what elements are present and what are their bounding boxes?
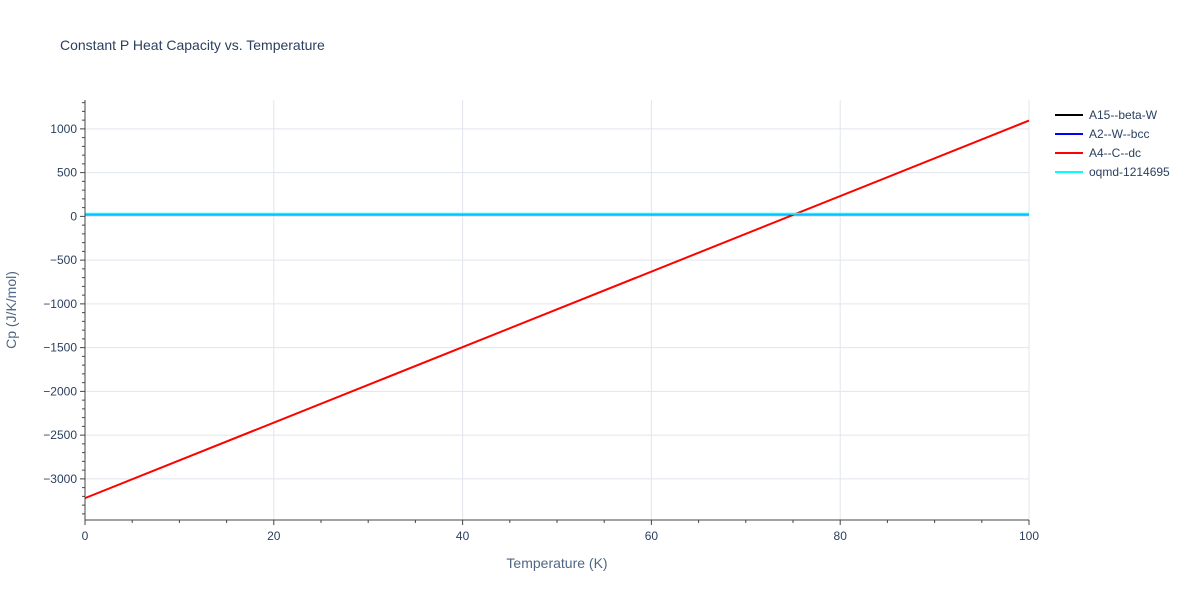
- x-tick-label: 100: [1019, 529, 1039, 543]
- x-axis-title: Temperature (K): [506, 555, 607, 571]
- x-tick-label: 60: [645, 529, 659, 543]
- axes: [80, 100, 1030, 525]
- y-tick-label: 500: [57, 166, 77, 180]
- legend-item[interactable]: A4--C--dc: [1055, 146, 1141, 160]
- legend-label: A15--beta-W: [1089, 108, 1158, 122]
- x-tick-label: 20: [267, 529, 281, 543]
- legend-label: A4--C--dc: [1089, 146, 1141, 160]
- tick-labels: 0 20 40 60 80 100 −3000 −2500 −2000 −1500 −1000 −50…: [43, 122, 1039, 543]
- y-tick-label: −1000: [43, 297, 77, 311]
- legend-label: A2--W--bcc: [1089, 127, 1149, 141]
- y-tick-label: −1500: [43, 341, 77, 355]
- legend-item[interactable]: oqmd-1214695: [1055, 165, 1170, 179]
- legend-label: oqmd-1214695: [1089, 165, 1170, 179]
- x-tick-label: 40: [456, 529, 470, 543]
- y-axis-title: Cp (J/K/mol): [3, 271, 19, 349]
- grid: [85, 100, 1030, 520]
- legend-item[interactable]: A15--beta-W: [1055, 108, 1158, 122]
- y-tick-label: −2500: [43, 428, 77, 442]
- y-tick-label: −3000: [43, 472, 77, 486]
- x-tick-label: 80: [834, 529, 848, 543]
- legend-item[interactable]: A2--W--bcc: [1055, 127, 1149, 141]
- series-line-2: [84, 119, 1030, 500]
- y-tick-label: 1000: [50, 122, 77, 136]
- y-tick-label: −500: [50, 253, 77, 267]
- y-tick-label: 0: [70, 209, 77, 223]
- x-tick-label: 0: [82, 529, 89, 543]
- chart-title: Constant P Heat Capacity vs. Temperature: [60, 37, 325, 53]
- legend[interactable]: A15--beta-W A2--W--bcc A4--C--dc oqmd-12146…: [1055, 108, 1170, 179]
- plot-area: [84, 119, 1030, 500]
- y-tick-label: −2000: [43, 384, 77, 398]
